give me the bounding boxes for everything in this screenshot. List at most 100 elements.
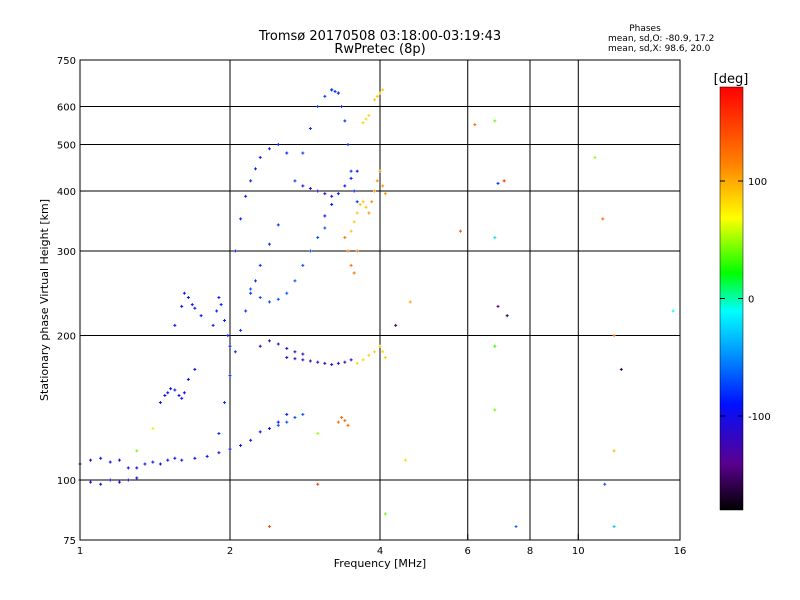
echo-point — [293, 415, 297, 419]
echo-point — [228, 344, 232, 348]
echo-point — [193, 456, 197, 460]
y-axis-ticks: 75 100 200 300 400 500 600 750 — [57, 56, 86, 547]
echo-point — [285, 420, 289, 424]
y-tick-label: 500 — [57, 141, 76, 152]
echo-point — [285, 355, 289, 359]
echo-point — [89, 480, 93, 484]
echo-point — [336, 192, 340, 196]
x-axis-label: Frequency [MHz] — [334, 557, 426, 570]
stray-echo-point — [403, 458, 407, 462]
echo-point — [99, 456, 103, 460]
echo-point — [367, 211, 371, 215]
echo-point — [226, 334, 230, 338]
echo-point — [117, 480, 121, 484]
stats-heading: Phases — [629, 24, 661, 34]
echo-point — [323, 226, 327, 230]
echo-point — [316, 236, 320, 240]
stats-line-o: mean, sd,O: -80.9, 17.2 — [608, 34, 714, 44]
echo-point — [117, 458, 121, 462]
stray-echo-point — [473, 123, 477, 127]
echo-point — [158, 462, 162, 466]
echo-point — [381, 350, 385, 354]
y-tick-label: 400 — [57, 187, 76, 198]
echo-point — [330, 202, 334, 206]
echo-point — [316, 189, 320, 193]
echo-point — [258, 430, 262, 434]
echo-point — [205, 454, 209, 458]
echo-point — [253, 279, 257, 283]
x-tick-label: 16 — [674, 546, 687, 557]
echo-point — [169, 387, 173, 391]
stray-echo-point — [619, 367, 623, 371]
echo-point — [99, 482, 103, 486]
echo-point — [276, 342, 280, 346]
colorbar-tick-label: 100 — [748, 177, 767, 188]
echo-point — [267, 339, 271, 343]
echo-point — [228, 374, 232, 378]
x-tick-label: 6 — [465, 546, 471, 557]
echo-point — [361, 200, 365, 204]
echo-point — [352, 271, 356, 275]
echo-point — [364, 117, 368, 121]
echo-point — [173, 388, 177, 392]
echo-point — [358, 202, 362, 206]
y-axis-label: Stationary phase Virtual Height [km] — [38, 199, 51, 401]
stray-echo-point — [316, 432, 320, 436]
echo-point — [316, 105, 320, 109]
echo-point — [355, 211, 359, 215]
stray-echo-point — [505, 314, 509, 318]
echo-point — [316, 360, 320, 364]
y-tick-label: 200 — [57, 332, 76, 343]
grid-lines — [80, 60, 680, 540]
echo-point — [126, 478, 130, 482]
echo-point — [258, 263, 262, 267]
echo-point — [349, 263, 353, 267]
echo-point — [293, 357, 297, 361]
stray-echo-point — [496, 304, 500, 308]
stray-echo-point — [493, 236, 497, 240]
echo-point — [375, 179, 379, 183]
colorbar-tick-label: -100 — [748, 412, 771, 423]
x-tick-label: 8 — [527, 546, 533, 557]
echo-point — [193, 367, 197, 371]
echo-point — [330, 88, 334, 92]
echo-point — [163, 394, 167, 398]
echo-point — [381, 184, 385, 188]
echo-point — [182, 291, 186, 295]
echo-point — [367, 353, 371, 357]
x-tick-label: 10 — [572, 546, 585, 557]
stray-echo-point — [514, 525, 518, 529]
echo-point — [301, 358, 305, 362]
echo-point — [346, 423, 350, 427]
echo-point — [166, 458, 170, 462]
echo-point — [249, 179, 253, 183]
echo-point — [340, 415, 344, 419]
echo-point — [177, 394, 181, 398]
echo-point — [193, 306, 197, 310]
echo-point — [373, 189, 377, 193]
stats-line-x: mean, sd,X: 98.6, 20.0 — [608, 44, 711, 54]
echo-point — [336, 420, 340, 424]
echo-point — [301, 352, 305, 356]
echo-point — [233, 249, 237, 253]
echo-point — [166, 391, 170, 395]
echo-point — [346, 143, 350, 147]
echo-point — [323, 214, 327, 218]
echo-point — [126, 466, 130, 470]
echo-point — [383, 192, 387, 196]
echo-point — [249, 291, 253, 295]
echo-point — [223, 318, 227, 322]
echo-point — [308, 186, 312, 190]
echo-point — [276, 420, 280, 424]
echo-point — [180, 458, 184, 462]
echo-point — [239, 328, 243, 332]
echo-point — [267, 242, 271, 246]
echo-point — [378, 91, 382, 95]
echo-point — [267, 300, 271, 304]
x-tick-label: 4 — [377, 546, 383, 557]
echo-point — [349, 176, 353, 180]
echo-point — [301, 263, 305, 267]
data-points — [78, 88, 675, 529]
stray-echo-point — [612, 334, 616, 338]
echo-point — [343, 184, 347, 188]
